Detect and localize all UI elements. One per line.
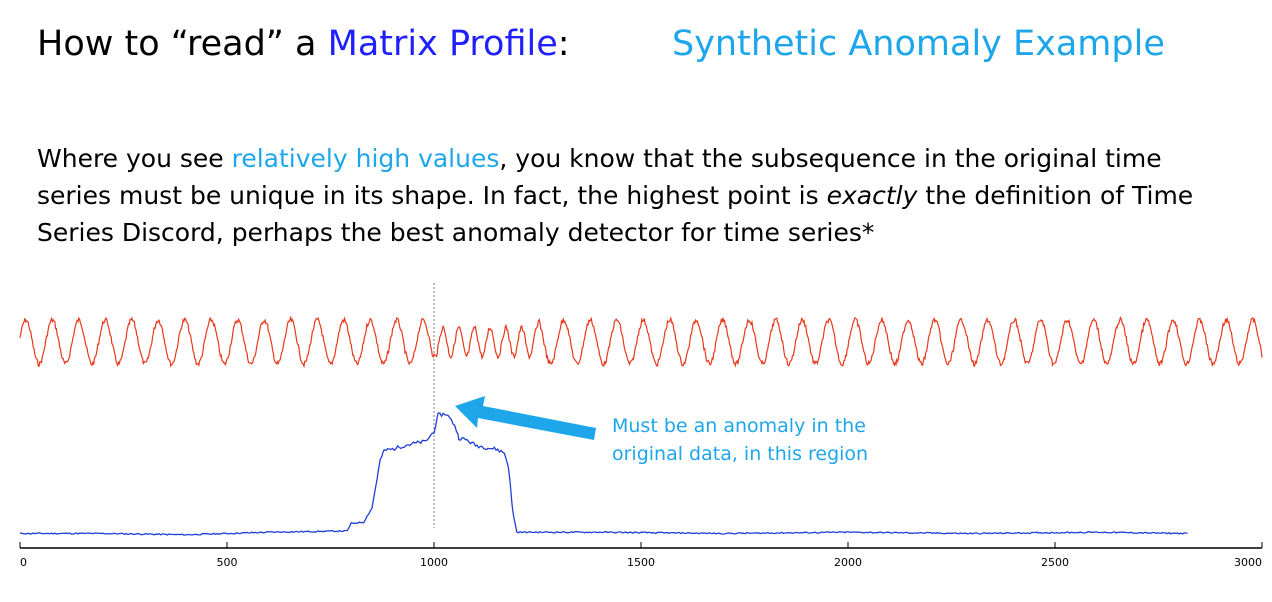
slide-subtitle: Synthetic Anomaly Example (672, 24, 1165, 64)
time-series-line (19, 315, 1263, 369)
x-tick-label: 3000 (1234, 556, 1262, 569)
x-tick-label: 0 (20, 556, 27, 569)
x-tick-label: 1000 (420, 556, 448, 569)
paragraph-part2: , you know that the subsequence in the o… (37, 144, 1162, 210)
x-tick-label: 2500 (1041, 556, 1069, 569)
title-suffix: : (557, 24, 570, 64)
paragraph-emphasis: exactly (826, 181, 918, 210)
anomaly-arrow-icon (455, 396, 596, 440)
x-tick-label: 2000 (834, 556, 862, 569)
slide-title: How to “read” a Matrix Profile: (37, 24, 570, 64)
annotation-line-1: Must be an anomaly in the (612, 415, 866, 437)
paragraph-part3: the definition of Time Series Discord, p… (37, 181, 1194, 247)
annotation-line-2: original data, in this region (612, 443, 869, 465)
x-tick-label: 1500 (627, 556, 655, 569)
paragraph-part1: Where you see (37, 144, 232, 173)
paragraph-highlight: relatively high values (231, 144, 500, 173)
title-prefix: How to “read” a (37, 24, 328, 64)
matrix-profile-line (19, 412, 1188, 536)
anomaly-annotation: Must be an anomaly in the original data,… (612, 412, 912, 468)
explanation-paragraph: Where you see relatively high values, yo… (37, 140, 1237, 251)
x-tick-label: 500 (217, 556, 238, 569)
x-axis-ticks: 0 500 1000 1500 2000 2500 3000 (19, 542, 1263, 569)
title-highlight: Matrix Profile (327, 24, 558, 64)
